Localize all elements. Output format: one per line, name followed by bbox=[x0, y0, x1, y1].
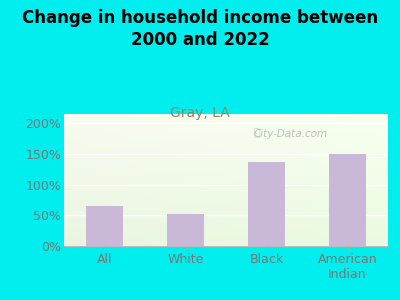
Bar bbox=[248, 162, 285, 246]
Text: City-Data.com: City-Data.com bbox=[254, 129, 328, 139]
Text: Gray, LA: Gray, LA bbox=[170, 106, 230, 121]
Bar bbox=[86, 206, 123, 246]
Text: Change in household income between
2000 and 2022: Change in household income between 2000 … bbox=[22, 9, 378, 49]
Bar bbox=[167, 214, 204, 246]
Text: ⦿: ⦿ bbox=[254, 128, 260, 138]
Bar bbox=[329, 154, 366, 246]
